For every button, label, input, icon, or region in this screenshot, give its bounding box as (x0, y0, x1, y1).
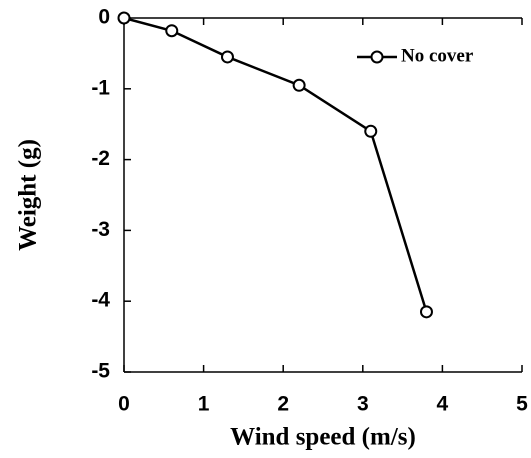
y-tick-label: -2 (91, 147, 110, 170)
point (419, 305, 433, 319)
point (165, 24, 179, 38)
x-tick-label: 5 (516, 393, 528, 416)
point (220, 50, 234, 64)
y-tick-label: -1 (91, 76, 110, 99)
y-axis-title: Weight (g) (15, 139, 42, 251)
point (364, 124, 378, 138)
y-tick-label: -5 (91, 360, 110, 383)
x-tick-label: 1 (198, 393, 210, 416)
legend-label: No cover (401, 45, 474, 66)
x-tick-label: 3 (357, 393, 369, 416)
point (292, 78, 306, 92)
legend-marker (370, 50, 384, 64)
x-axis-title: Wind speed (m/s) (230, 424, 416, 451)
x-tick-label: 2 (277, 393, 289, 416)
x-tick-label: 4 (437, 393, 449, 416)
point (117, 11, 131, 25)
series-line (123, 16, 428, 313)
y-tick-label: 0 (98, 6, 110, 29)
x-tick-label: 0 (118, 393, 130, 416)
y-tick-label: -4 (91, 289, 110, 312)
y-tick-label: -3 (91, 218, 110, 241)
